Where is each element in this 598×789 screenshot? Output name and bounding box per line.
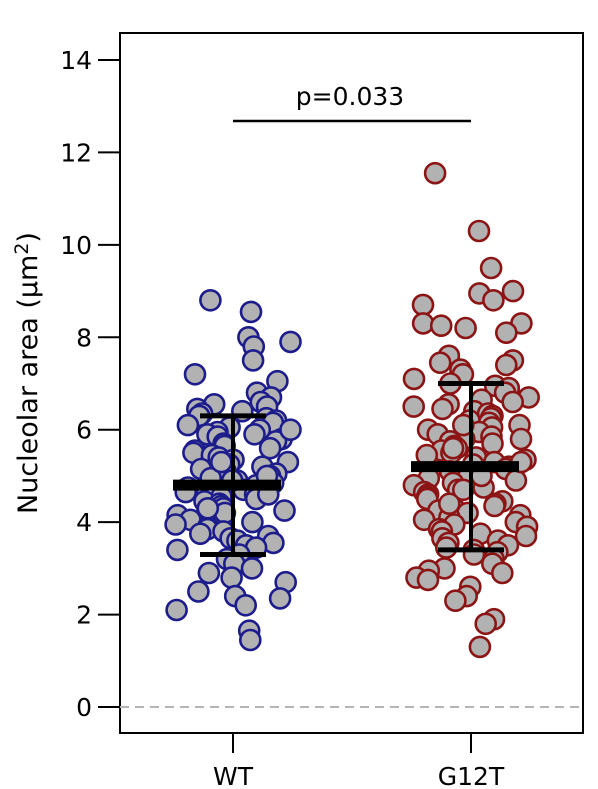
data-point — [199, 288, 222, 312]
data-point — [210, 450, 233, 474]
data-point — [509, 427, 533, 451]
data-point — [279, 418, 302, 442]
data-point — [483, 494, 506, 518]
data-point — [197, 561, 221, 585]
data-point — [220, 566, 243, 589]
y-axis-ticks: 0 2 4 6 8 10 12 14 — [60, 46, 120, 722]
y-tick-label: 0 — [76, 693, 92, 722]
x-tick-label: WT — [213, 762, 254, 789]
data-point — [437, 492, 461, 516]
data-point — [451, 413, 475, 437]
data-point — [454, 316, 477, 340]
data-point — [501, 279, 525, 303]
data-point — [243, 422, 266, 446]
data-point — [514, 524, 538, 548]
data-point — [240, 557, 264, 580]
data-point — [183, 362, 207, 386]
data-point — [481, 432, 504, 455]
data-point — [494, 321, 518, 345]
y-tick-label: 14 — [60, 46, 92, 75]
data-point — [468, 635, 492, 659]
data-point — [164, 513, 187, 536]
data-point — [416, 568, 440, 592]
data-point — [490, 561, 514, 585]
data-point — [504, 469, 528, 492]
p-value-label: p=0.033 — [296, 82, 404, 111]
data-point — [165, 598, 188, 622]
data-point — [411, 293, 435, 317]
data-point — [189, 522, 212, 546]
data-point — [279, 330, 302, 354]
y-axis-title: Nucleolar area (µm2) — [11, 232, 44, 514]
data-point — [467, 219, 491, 243]
data-points — [164, 161, 541, 659]
data-point — [234, 593, 257, 617]
data-point — [402, 395, 426, 418]
y-tick-label: 8 — [76, 323, 92, 352]
data-point — [241, 510, 264, 534]
data-point — [423, 161, 447, 185]
significance-annotation: p=0.033 — [233, 82, 471, 123]
data-point — [474, 612, 498, 636]
data-point — [187, 580, 210, 603]
data-point — [479, 256, 503, 280]
data-point — [451, 478, 475, 502]
y-tick-label: 12 — [60, 138, 92, 167]
plot-frame — [119, 32, 584, 734]
y-tick-label: 4 — [76, 508, 92, 537]
data-point — [444, 589, 467, 613]
data-point — [428, 351, 452, 375]
data-point — [482, 288, 505, 312]
data-point — [176, 413, 200, 437]
data-point — [429, 314, 453, 338]
data-point — [431, 397, 454, 421]
data-point — [268, 587, 292, 610]
x-tick-label: G12T — [438, 762, 505, 789]
data-point — [441, 436, 465, 460]
data-point — [166, 538, 189, 562]
data-point — [273, 499, 296, 522]
data-point — [411, 312, 435, 335]
y-tick-label: 6 — [76, 416, 92, 445]
data-point — [239, 628, 262, 652]
data-point — [402, 367, 426, 391]
data-point — [196, 496, 220, 520]
data-point — [494, 353, 518, 377]
data-point — [241, 349, 265, 372]
data-point — [258, 436, 282, 460]
y-tick-label: 2 — [76, 601, 92, 630]
x-axis-ticks: WT G12T — [213, 733, 505, 789]
y-tick-label: 10 — [60, 231, 92, 260]
data-point — [239, 300, 263, 324]
data-point — [501, 390, 525, 414]
mean-sd-markers — [173, 381, 519, 557]
